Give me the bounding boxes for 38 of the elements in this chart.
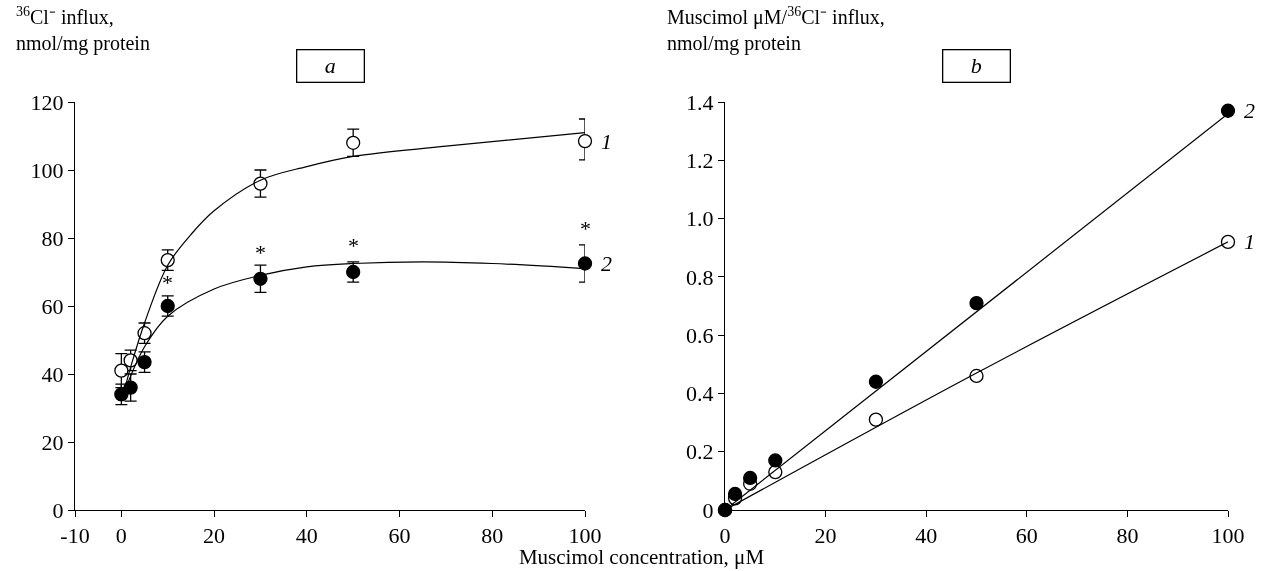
- y-tick-label: 0: [52, 497, 64, 523]
- series-label: 2: [601, 251, 612, 276]
- y-tick-label: 40: [41, 361, 64, 387]
- x-tick-label: 100: [1211, 523, 1245, 549]
- text: b: [970, 53, 982, 79]
- y-tick-label: 60: [41, 293, 64, 319]
- x-tick-label: -10: [60, 523, 90, 549]
- annotation: *: [348, 233, 359, 258]
- series-label: 2: [1244, 98, 1255, 123]
- y-tick-label: 0: [702, 497, 714, 523]
- series-label: 1: [601, 129, 612, 154]
- y-tick-label: 20: [41, 429, 64, 455]
- x-tick-label: 80: [481, 523, 504, 549]
- y-tick-label: 120: [30, 89, 64, 115]
- y-axis-title: Muscimol μM/$^{36}$Cl⁻ influx, nmol/mg protein: [667, 4, 885, 56]
- annotation: *: [162, 270, 173, 295]
- y-axis-title: $^{36}$Cl⁻ influx, nmol/mg protein: [16, 4, 150, 56]
- x-tick-label: 20: [203, 523, 226, 549]
- y-tick-label: 100: [30, 157, 64, 183]
- annotation: *: [580, 216, 591, 241]
- y-tick-label: 0.4: [686, 381, 714, 407]
- y-tick-label: 0.2: [686, 439, 714, 465]
- series-label: 1: [1244, 229, 1255, 254]
- x-tick-label: 60: [388, 523, 411, 549]
- y-tick-label: 0.6: [686, 322, 714, 348]
- x-tick-label: 0: [115, 523, 127, 549]
- x-tick-label: 20: [814, 523, 837, 549]
- text: a: [324, 53, 336, 79]
- y-tick-label: 1.2: [686, 147, 714, 173]
- x-tick-label: 80: [1116, 523, 1139, 549]
- y-tick-label: 80: [41, 225, 64, 251]
- x-tick-label: 40: [915, 523, 938, 549]
- annotation: *: [255, 240, 266, 265]
- y-tick-label: 0.8: [686, 264, 714, 290]
- x-tick-label: 40: [295, 523, 318, 549]
- y-tick-label: 1.4: [686, 89, 714, 115]
- y-tick-label: 1.0: [686, 206, 714, 232]
- x-tick-label: 60: [1015, 523, 1038, 549]
